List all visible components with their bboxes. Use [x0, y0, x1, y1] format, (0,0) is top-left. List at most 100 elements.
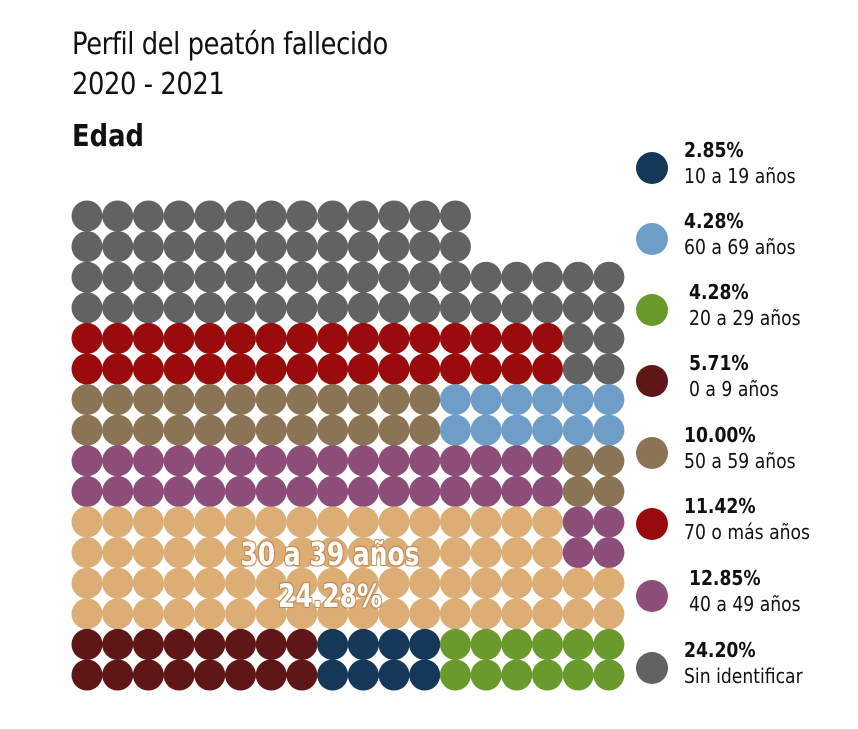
- waffle-dot-40-a-49-anos: [255, 475, 287, 507]
- waffle-dot-sin-identificar: [225, 200, 256, 232]
- waffle-dot-40-a-49-anos: [562, 506, 594, 538]
- waffle-dot-sin-identificar: [317, 292, 349, 324]
- waffle-dot-sin-identificar: [593, 353, 625, 385]
- waffle-dot-40-a-49-anos: [347, 475, 379, 507]
- waffle-dot-30-a-39-anos: [102, 506, 134, 538]
- waffle-dot-40-a-49-anos: [593, 506, 625, 538]
- waffle-dot-40-a-49-anos: [71, 445, 103, 477]
- waffle-dot-30-a-39-anos: [255, 598, 287, 630]
- waffle-dot-sin-identificar: [225, 231, 256, 263]
- waffle-dot-30-a-39-anos: [470, 506, 502, 538]
- chart-subtitle: Edad: [72, 119, 144, 154]
- waffle-dot-30-a-39-anos: [163, 567, 195, 599]
- waffle-dot-30-a-39-anos: [470, 537, 502, 569]
- waffle-dot-10-a-19-anos: [378, 659, 410, 691]
- waffle-dot-30-a-39-anos: [470, 567, 502, 599]
- waffle-dot-sin-identificar: [347, 292, 379, 324]
- waffle-dot-70-o-mas-anos: [532, 353, 563, 385]
- waffle-dot-50-a-59-anos: [562, 475, 594, 507]
- waffle-dot-40-a-49-anos: [562, 537, 594, 569]
- waffle-dot-50-a-59-anos: [593, 475, 625, 507]
- waffle-dot-sin-identificar: [378, 231, 410, 263]
- waffle-dot-70-o-mas-anos: [470, 322, 502, 354]
- waffle-dot-70-o-mas-anos: [470, 353, 502, 385]
- legend-swatch: [636, 652, 668, 684]
- waffle-dot-30-a-39-anos: [225, 567, 256, 599]
- waffle-dot-0-a-9-anos: [225, 628, 256, 660]
- waffle-dot-60-a-69-anos: [501, 414, 533, 446]
- waffle-dot-50-a-59-anos: [286, 384, 318, 416]
- waffle-dot-70-o-mas-anos: [501, 353, 533, 385]
- legend-label: 0 a 9 años: [689, 377, 779, 401]
- waffle-dot-30-a-39-anos: [194, 567, 226, 599]
- waffle-dot-50-a-59-anos: [378, 414, 410, 446]
- waffle-dot-30-a-39-anos: [317, 506, 349, 538]
- waffle-dot-sin-identificar: [225, 292, 256, 324]
- waffle-dot-30-a-39-anos: [501, 567, 533, 599]
- waffle-dot-30-a-39-anos: [562, 598, 594, 630]
- waffle-dot-30-a-39-anos: [347, 506, 379, 538]
- waffle-dot-70-o-mas-anos: [378, 322, 410, 354]
- waffle-dot-70-o-mas-anos: [409, 322, 441, 354]
- waffle-dot-30-a-39-anos: [132, 537, 164, 569]
- waffle-dot-sin-identificar: [562, 292, 594, 324]
- waffle-dot-30-a-39-anos: [378, 537, 410, 569]
- waffle-dot-30-a-39-anos: [409, 506, 441, 538]
- waffle-dot-40-a-49-anos: [470, 445, 502, 477]
- waffle-dot-sin-identificar: [102, 231, 134, 263]
- waffle-dot-40-a-49-anos: [532, 445, 563, 477]
- waffle-dot-70-o-mas-anos: [163, 353, 195, 385]
- waffle-dot-30-a-39-anos: [439, 537, 471, 569]
- waffle-dot-40-a-49-anos: [286, 475, 318, 507]
- waffle-dot-60-a-69-anos: [593, 414, 625, 446]
- waffle-dot-sin-identificar: [378, 200, 410, 232]
- waffle-dot-60-a-69-anos: [439, 384, 471, 416]
- waffle-dot-40-a-49-anos: [102, 445, 134, 477]
- waffle-dot-40-a-49-anos: [470, 475, 502, 507]
- waffle-dot-30-a-39-anos: [439, 506, 471, 538]
- waffle-dot-sin-identificar: [347, 231, 379, 263]
- waffle-dot-sin-identificar: [317, 261, 349, 293]
- annotation-percent: 24.28%: [278, 577, 382, 615]
- waffle-dot-20-a-29-anos: [562, 659, 594, 691]
- waffle-dot-30-a-39-anos: [286, 537, 318, 569]
- waffle-dot-30-a-39-anos: [409, 567, 441, 599]
- waffle-dot-sin-identificar: [71, 292, 103, 324]
- waffle-dot-50-a-59-anos: [132, 384, 164, 416]
- waffle-dot-70-o-mas-anos: [225, 353, 256, 385]
- waffle-dot-sin-identificar: [532, 261, 563, 293]
- waffle-dot-40-a-49-anos: [409, 445, 441, 477]
- waffle-dot-40-a-49-anos: [225, 445, 256, 477]
- waffle-dot-40-a-49-anos: [255, 445, 287, 477]
- waffle-dot-sin-identificar: [409, 231, 441, 263]
- waffle-dot-70-o-mas-anos: [194, 322, 226, 354]
- waffle-dot-sin-identificar: [286, 200, 318, 232]
- waffle-dot-20-a-29-anos: [593, 659, 625, 691]
- waffle-dot-60-a-69-anos: [532, 414, 563, 446]
- waffle-dot-40-a-49-anos: [71, 475, 103, 507]
- waffle-dot-30-a-39-anos: [194, 598, 226, 630]
- waffle-dot-sin-identificar: [132, 261, 164, 293]
- waffle-dot-70-o-mas-anos: [102, 353, 134, 385]
- waffle-dot-40-a-49-anos: [593, 537, 625, 569]
- waffle-dot-50-a-59-anos: [593, 445, 625, 477]
- waffle-dot-70-o-mas-anos: [163, 322, 195, 354]
- legend-swatch: [636, 508, 668, 540]
- waffle-dot-sin-identificar: [102, 200, 134, 232]
- waffle-dot-30-a-39-anos: [347, 598, 379, 630]
- waffle-dot-50-a-59-anos: [255, 384, 287, 416]
- waffle-dot-70-o-mas-anos: [286, 322, 318, 354]
- waffle-dot-70-o-mas-anos: [439, 322, 471, 354]
- annotation-category: 30 a 39 años: [240, 535, 420, 573]
- legend-percent: 4.28%: [684, 209, 744, 233]
- legend-label: 60 a 69 años: [684, 235, 796, 259]
- chart-title-years: 2020 - 2021: [72, 67, 225, 102]
- waffle-dot-30-a-39-anos: [501, 598, 533, 630]
- waffle-dot-50-a-59-anos: [347, 414, 379, 446]
- waffle-dot-sin-identificar: [102, 292, 134, 324]
- waffle-dot-60-a-69-anos: [562, 384, 594, 416]
- waffle-dot-70-o-mas-anos: [347, 353, 379, 385]
- waffle-dot-sin-identificar: [286, 261, 318, 293]
- legend-label: 70 o más años: [684, 520, 811, 544]
- waffle-dot-30-a-39-anos: [163, 537, 195, 569]
